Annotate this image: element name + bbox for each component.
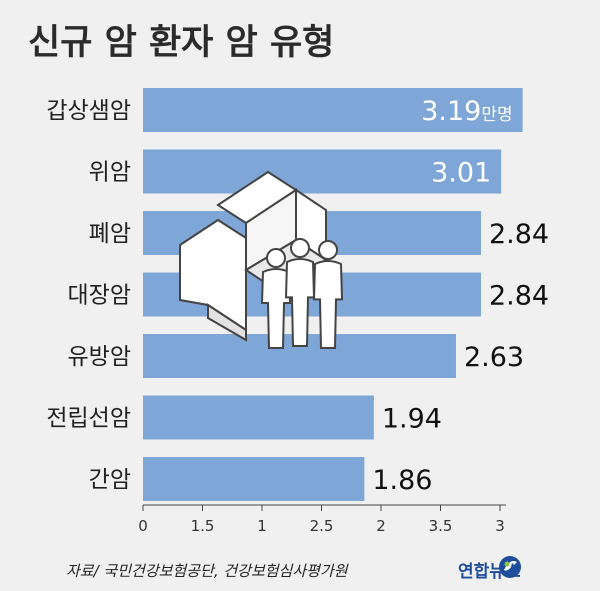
value-label: 1.86 xyxy=(372,465,432,496)
category-label: 갑상샘암 xyxy=(46,98,131,124)
x-tick-label: 2 xyxy=(376,517,386,535)
value-label: 3.19만명 xyxy=(421,96,512,127)
source-note: 자료/ 국민건강보험공단, 건강보험심사평가원 xyxy=(66,562,348,580)
category-label: 폐암 xyxy=(89,221,131,247)
bar-6 xyxy=(143,395,374,440)
category-label: 간암 xyxy=(89,467,131,493)
chart-title: 신규 암 환자 암 유형 xyxy=(28,23,335,63)
bar-7 xyxy=(143,457,365,501)
logo-text: 연합뉴스 xyxy=(458,562,521,582)
x-tick-label: 3.5 xyxy=(429,517,453,535)
bar-1 xyxy=(143,88,523,132)
category-label: 위암 xyxy=(89,160,131,186)
category-label: 유방암 xyxy=(68,344,131,370)
x-tick-label: 1.5 xyxy=(191,517,215,535)
hospital-patients-illustration xyxy=(179,170,344,349)
value-label: 2.84 xyxy=(489,219,549,250)
category-label: 전립선암 xyxy=(46,406,131,432)
value-label: 2.84 xyxy=(489,281,549,312)
bar-2 xyxy=(143,149,502,194)
x-tick-label: 3 xyxy=(495,517,505,535)
value-label: 2.63 xyxy=(464,342,524,373)
value-label: 1.94 xyxy=(382,404,442,435)
x-tick-label: 1 xyxy=(257,517,267,535)
x-tick-label: 2.5 xyxy=(310,517,334,535)
x-tick-label: 0 xyxy=(138,517,148,535)
value-label: 3.01 xyxy=(431,158,491,189)
yonhap-logo-icon xyxy=(499,556,521,578)
category-label: 대장암 xyxy=(68,283,131,309)
